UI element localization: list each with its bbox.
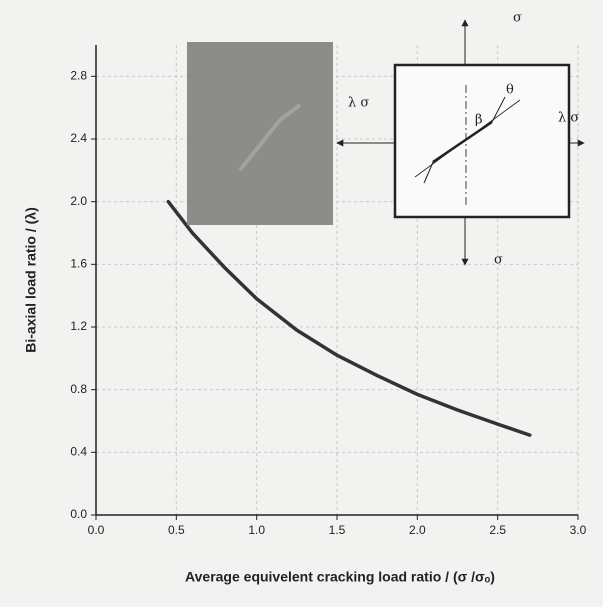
x-axis-label: Average equivelent cracking load ratio /… bbox=[185, 569, 495, 585]
annotation: β bbox=[475, 113, 483, 128]
x-tick-label: 1.5 bbox=[329, 523, 346, 537]
crack-tip bbox=[423, 159, 435, 184]
y-tick-label: 2.8 bbox=[70, 69, 87, 83]
y-tick-label: 1.2 bbox=[70, 319, 87, 333]
plate bbox=[393, 63, 571, 219]
photo-crack bbox=[238, 103, 302, 172]
annotation: λ σ bbox=[558, 111, 579, 126]
load-diagram: σ σ λ σ λ σ θ β bbox=[336, 11, 585, 268]
data-line bbox=[166, 199, 532, 437]
x-tick-label: 1.0 bbox=[248, 523, 265, 537]
y-axis-label: Bi-axial load ratio / (λ) bbox=[23, 207, 39, 352]
y-tick-label: 2.4 bbox=[70, 131, 87, 145]
annotation: σ bbox=[513, 11, 522, 26]
annotation: θ bbox=[506, 83, 514, 98]
y-tick-label: 2.0 bbox=[70, 194, 87, 208]
plot-area: 0.0 0.5 1.0 1.5 2.0 2.5 3.0 0.0 0.4 0.8 1.2 1.6 2.0 2… bbox=[70, 45, 587, 537]
annotation: σ bbox=[494, 253, 503, 268]
x-tick-label: 0.0 bbox=[88, 523, 105, 537]
x-tick-label: 3.0 bbox=[570, 523, 587, 537]
x-tick-label: 0.5 bbox=[168, 523, 185, 537]
y-tick-label: 0.8 bbox=[70, 382, 87, 396]
crack-tip bbox=[491, 96, 506, 123]
x-tick-label: 2.5 bbox=[489, 523, 506, 537]
y-tick-label: 1.6 bbox=[70, 257, 87, 271]
specimen-photo bbox=[187, 42, 333, 225]
annotation: λ σ bbox=[348, 96, 369, 111]
crack-line bbox=[432, 120, 493, 164]
y-tick-label: 0.0 bbox=[70, 507, 87, 521]
y-tick-label: 0.4 bbox=[70, 445, 87, 459]
x-tick-label: 2.0 bbox=[409, 523, 426, 537]
